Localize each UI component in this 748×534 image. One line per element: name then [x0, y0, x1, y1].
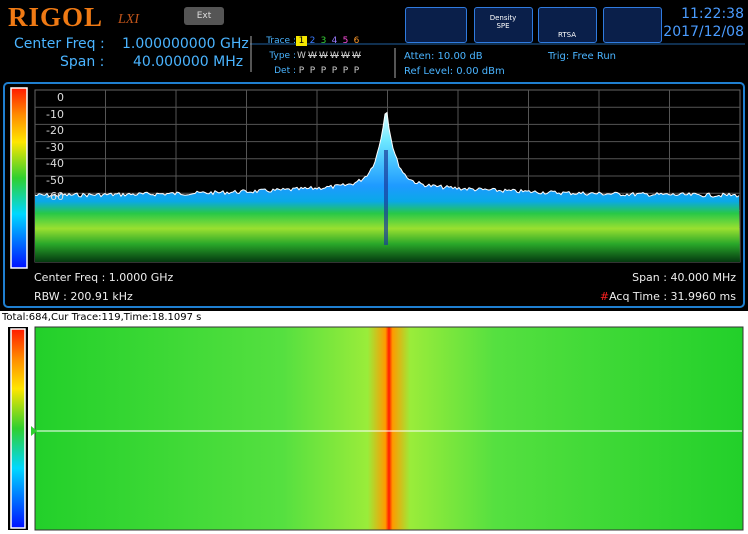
det-label: Det :	[274, 66, 296, 76]
center-freq-value[interactable]: 1.000000000 GHz	[122, 36, 249, 52]
list-item: 1	[296, 36, 307, 46]
layout-button[interactable]	[603, 7, 662, 43]
trace-label: Trace :	[266, 36, 296, 46]
span-value[interactable]: 40.000000 MHz	[133, 54, 244, 70]
acq-marker: #	[599, 290, 610, 303]
list-item: 2	[309, 36, 316, 46]
clock-date: 2017/12/08	[663, 24, 744, 40]
logo: RIGOL	[8, 2, 104, 32]
ext-button[interactable]: Ext	[184, 7, 224, 25]
clock-time: 11:22:38	[681, 6, 744, 22]
settings-button[interactable]	[405, 7, 467, 43]
waterfall-status: Total:684,Cur Trace:119,Time:18.1097 s	[2, 312, 202, 323]
list-item: W	[341, 51, 350, 61]
rtsa-label: RTSA	[558, 31, 576, 39]
list-item: P	[320, 66, 327, 76]
list-item: W	[319, 51, 328, 61]
y-label: 0	[57, 91, 64, 104]
y-label: -40	[46, 157, 64, 170]
density-label: Density SPE	[474, 14, 532, 30]
ref-level: Ref Level: 0.00 dBm	[404, 66, 505, 77]
list-item: P	[309, 66, 316, 76]
list-item: W	[330, 51, 339, 61]
list-item: P	[353, 66, 360, 76]
y-label: -50	[46, 173, 64, 187]
spectrum-span: Span : 40.000 MHz	[632, 271, 736, 284]
lxi-logo: LXI	[118, 12, 139, 27]
y-label: -20	[46, 124, 64, 137]
trig: Trig: Free Run	[548, 51, 616, 62]
spectrum-center-freq: Center Freq : 1.0000 GHz	[34, 271, 174, 284]
atten: Atten: 10.00 dB	[404, 51, 483, 62]
density-line1: Density	[489, 14, 517, 22]
center-freq-label: Center Freq :	[14, 36, 105, 52]
type-label: Type :	[269, 51, 296, 61]
list-item: P	[298, 66, 305, 76]
list-item: 3	[320, 36, 327, 46]
acq-time: Acq Time : 31.9960 ms	[609, 290, 736, 303]
span-label: Span :	[60, 54, 105, 70]
list-item: 5	[342, 36, 349, 46]
list-item: 4	[331, 36, 338, 46]
list-item: W	[352, 51, 361, 61]
y-label: -30	[46, 140, 64, 154]
acq-time-row: #Acq Time : 31.9960 ms	[600, 290, 736, 303]
spectrum-rbw: RBW : 200.91 kHz	[34, 290, 133, 303]
density-line2: SPE	[496, 22, 510, 30]
y-label: -10	[46, 107, 64, 121]
list-item: P	[342, 66, 349, 76]
list-item: 6	[353, 36, 360, 46]
list-item: P	[331, 66, 338, 76]
list-item: W	[308, 51, 317, 61]
list-item: W	[297, 51, 306, 61]
y-label: -60	[46, 190, 64, 203]
density-button[interactable]	[474, 7, 533, 43]
rtsa-button[interactable]	[538, 7, 597, 43]
